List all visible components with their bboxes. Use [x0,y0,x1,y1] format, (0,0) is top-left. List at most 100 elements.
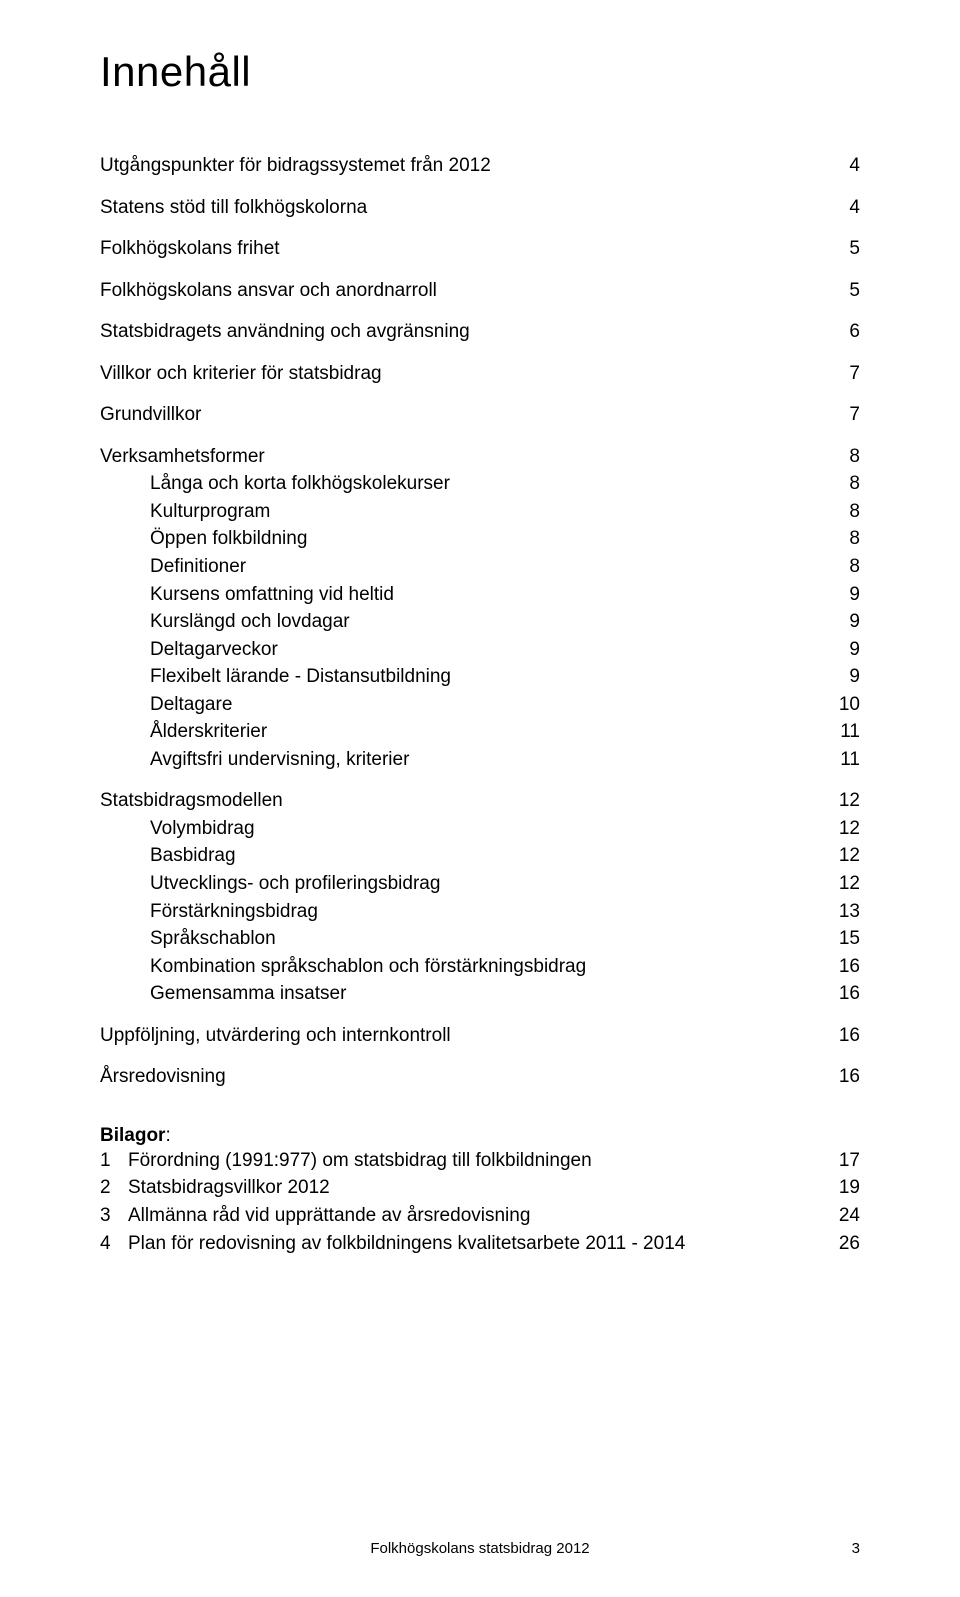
bilagor-list: 1Förordning (1991:977) om statsbidrag ti… [100,1147,860,1257]
toc-label: Deltagare [150,691,820,719]
toc-page-number: 12 [820,842,860,870]
toc-page-number: 16 [820,980,860,1008]
toc-label: Basbidrag [150,842,820,870]
toc-label: Utgångspunkter för bidragssystemet från … [100,152,820,180]
toc-page-number: 13 [820,898,860,926]
toc-row: Uppföljning, utvärdering och internkontr… [100,1022,860,1050]
toc-label: Kursens omfattning vid heltid [150,581,820,609]
toc-row: Språkschablon15 [150,925,860,953]
toc-label: Flexibelt lärande - Distansutbildning [150,663,820,691]
toc-page-number: 7 [820,401,860,429]
bilaga-index: 3 [100,1202,128,1230]
bilaga-label: Plan för redovisning av folkbildningens … [128,1230,820,1258]
toc-label: Gemensamma insatser [150,980,820,1008]
toc-label: Statens stöd till folkhögskolorna [100,194,820,222]
toc-row: Statens stöd till folkhögskolorna4 [100,194,860,222]
toc-row: Deltagare10 [150,691,860,719]
toc-label: Avgiftsfri undervisning, kriterier [150,746,820,774]
bilagor-heading: Bilagor [100,1125,165,1146]
toc-row: Villkor och kriterier för statsbidrag7 [100,360,860,388]
toc-row: Utgångspunkter för bidragssystemet från … [100,152,860,180]
toc-page-number: 9 [820,636,860,664]
toc-row: Öppen folkbildning8 [150,525,860,553]
toc-label: Kulturprogram [150,498,820,526]
toc-page-number: 7 [820,360,860,388]
toc-page-number: 10 [820,691,860,719]
toc-page-number: 15 [820,925,860,953]
toc-label: Statsbidragsmodellen [100,787,820,815]
toc-page-number: 8 [820,443,860,471]
toc-page-number: 12 [820,787,860,815]
toc-page-number: 8 [820,553,860,581]
toc-row: Årsredovisning16 [100,1063,860,1091]
toc-page-number: 8 [820,525,860,553]
toc-page-number: 16 [820,953,860,981]
bilaga-page-number: 17 [820,1147,860,1175]
toc-label: Verksamhetsformer [100,443,820,471]
bilaga-row: 1Förordning (1991:977) om statsbidrag ti… [100,1147,860,1175]
toc-page-number: 6 [820,318,860,346]
bilaga-page-number: 19 [820,1174,860,1202]
toc-row: Deltagarveckor9 [150,636,860,664]
toc-label: Språkschablon [150,925,820,953]
bilaga-row: 4Plan för redovisning av folkbildningens… [100,1230,860,1258]
page-footer: Folkhögskolans statsbidrag 2012 3 [0,1540,960,1557]
toc-row: Statsbidragets användning och avgränsnin… [100,318,860,346]
bilaga-index: 4 [100,1230,128,1258]
toc-row: Verksamhetsformer8 [100,443,860,471]
toc-label: Kombination språkschablon och förstärkni… [150,953,820,981]
toc-label: Förstärkningsbidrag [150,898,820,926]
toc-row: Flexibelt lärande - Distansutbildning9 [150,663,860,691]
toc-label: Folkhögskolans ansvar och anordnarroll [100,277,820,305]
toc-label: Definitioner [150,553,820,581]
toc-label: Kurslängd och lovdagar [150,608,820,636]
bilaga-label: Statsbidragsvillkor 2012 [128,1174,820,1202]
bilaga-row: 3Allmänna råd vid upprättande av årsredo… [100,1202,860,1230]
toc-row: Folkhögskolans ansvar och anordnarroll5 [100,277,860,305]
toc-row: Förstärkningsbidrag13 [150,898,860,926]
toc-row: Gemensamma insatser16 [150,980,860,1008]
toc-row: Kombination språkschablon och förstärkni… [150,953,860,981]
toc-label: Volymbidrag [150,815,820,843]
toc-row: Ålderskriterier11 [150,718,860,746]
table-of-contents: Utgångspunkter för bidragssystemet från … [100,152,860,1091]
toc-page-number: 12 [820,870,860,898]
toc-page-number: 9 [820,608,860,636]
bilaga-page-number: 26 [820,1230,860,1258]
bilaga-row: 2Statsbidragsvillkor 201219 [100,1174,860,1202]
toc-label: Öppen folkbildning [150,525,820,553]
toc-page-number: 9 [820,581,860,609]
toc-label: Folkhögskolans frihet [100,235,820,263]
toc-row: Långa och korta folkhögskolekurser8 [150,470,860,498]
toc-page-number: 11 [820,718,860,746]
toc-label: Uppföljning, utvärdering och internkontr… [100,1022,820,1050]
bilagor-section: Bilagor: 1Förordning (1991:977) om stats… [100,1125,860,1257]
toc-label: Ålderskriterier [150,718,820,746]
toc-row: Statsbidragsmodellen12 [100,787,860,815]
toc-row: Definitioner8 [150,553,860,581]
toc-row: Basbidrag12 [150,842,860,870]
bilaga-label: Allmänna råd vid upprättande av årsredov… [128,1202,820,1230]
toc-row: Folkhögskolans frihet5 [100,235,860,263]
toc-label: Statsbidragets användning och avgränsnin… [100,318,820,346]
toc-label: Deltagarveckor [150,636,820,664]
toc-page-number: 5 [820,277,860,305]
toc-label: Utvecklings- och profileringsbidrag [150,870,820,898]
toc-page-number: 11 [820,746,860,774]
page-title: Innehåll [100,48,860,96]
toc-page-number: 12 [820,815,860,843]
toc-label: Årsredovisning [100,1063,820,1091]
toc-page-number: 4 [820,194,860,222]
toc-row: Volymbidrag12 [150,815,860,843]
toc-label: Långa och korta folkhögskolekurser [150,470,820,498]
toc-page-number: 5 [820,235,860,263]
toc-row: Kursens omfattning vid heltid9 [150,581,860,609]
toc-page-number: 16 [820,1022,860,1050]
toc-row: Kurslängd och lovdagar9 [150,608,860,636]
page: Innehåll Utgångspunkter för bidragssyste… [0,0,960,1597]
toc-page-number: 8 [820,470,860,498]
toc-page-number: 8 [820,498,860,526]
bilaga-index: 1 [100,1147,128,1175]
footer-text: Folkhögskolans statsbidrag 2012 [370,1540,589,1557]
toc-row: Kulturprogram8 [150,498,860,526]
